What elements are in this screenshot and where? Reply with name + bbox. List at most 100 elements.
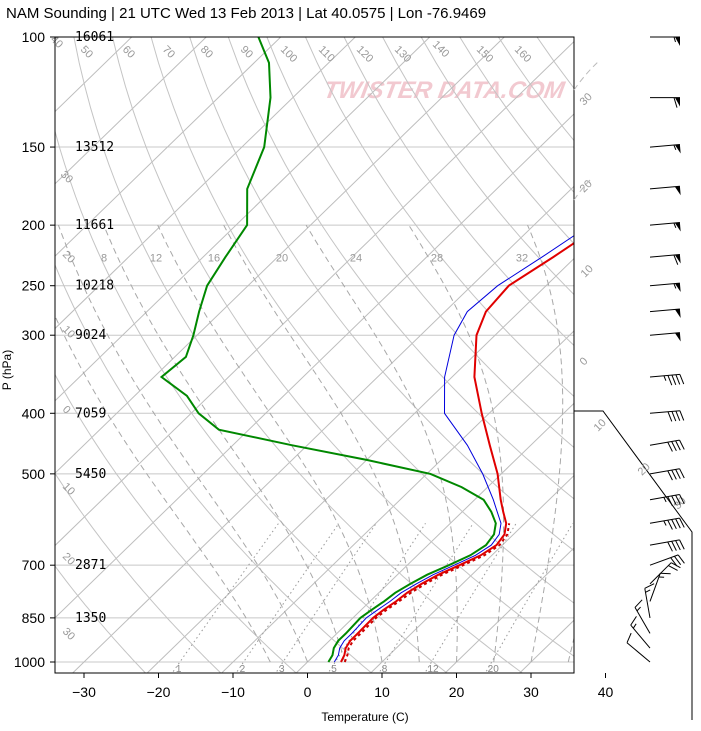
wind-barb-600 [649,517,685,530]
isotherm-label: 30 [60,626,77,643]
mixing-ratio-5 [327,523,426,673]
barb-staff [634,607,651,634]
isotherm--90 [55,37,282,257]
barb-flag [673,97,678,108]
moist-adiabat-8 [567,635,574,663]
dry-adiabat-450 [653,37,701,675]
x-tick-label: 20 [449,684,465,700]
x-axis-title: Temperature (C) [321,710,408,724]
hodograph-outline [573,37,693,720]
barb-pennant [675,37,680,46]
barb-flag [671,495,677,506]
barb-flag [667,519,673,530]
wind-barb-550 [649,494,685,507]
series-dewpoint [159,37,497,663]
x-tick-label: 10 [374,684,390,700]
x-axis: −30 −20 −10 0 10 20 30 40 [72,673,613,700]
isotherm-0 [295,402,574,673]
y-tick-label: 250 [22,278,46,294]
y-tick-label: 850 [22,610,46,626]
moist-adiabat-0 [55,314,271,663]
height-label: 7059 [75,406,106,421]
series-layer [159,37,574,663]
barb-flag [667,441,673,452]
barb-flag [671,541,677,551]
barb-staff [649,517,680,524]
barb-flag [675,540,681,551]
barb-pennant [674,308,681,318]
isotherm--10 [220,330,574,673]
theta-e-label: 20 [276,253,288,265]
mixing-ratio-label: 5 [331,664,337,675]
hodograph-ring-label-lower: 10 [592,417,609,434]
isotherm--110 [55,37,133,113]
isotherm--50 [55,40,574,547]
barb-flag [679,374,685,385]
barb-flag [679,410,685,421]
dry-adiabat-270 [55,373,297,673]
y-tick-label: 500 [22,466,46,482]
barb-staff [649,554,679,566]
wind-barb-125 [650,97,680,108]
wind-barb-800 [649,572,671,602]
barb-pennant [674,254,681,264]
barb-flag [671,519,677,530]
mixing-ratio-20 [484,523,574,673]
barb-half-flag [636,606,641,612]
wind-barb-175 [649,185,681,196]
theta-e-label: 8 [101,253,107,265]
isotherm--80 [55,37,356,330]
barb-flag [630,616,637,626]
wind-barb-400 [649,410,685,422]
dry-adiabat-320 [150,37,574,604]
wind-barb-200 [649,222,681,232]
wind-barb-650 [649,539,685,552]
isotherm-20 [444,547,574,673]
barb-pennant [674,283,681,293]
mixing-ratio-2 [235,523,340,673]
theta-e-label: 32 [516,253,528,265]
wind-barb-100 [650,36,680,46]
wind-barb-225 [649,254,681,265]
y-tick-label: 700 [22,557,46,573]
x-tick-label: 0 [304,684,312,700]
x-tick-label: −30 [72,684,96,700]
isotherm-label: 20 [60,249,77,266]
theta-e-label: 24 [350,253,362,265]
isotherm-label: 10 [60,481,77,498]
wind-barb-900 [634,599,651,634]
barb-flag [671,469,677,480]
barb-half-flag [673,222,677,229]
isotherm-label: 0 [60,404,73,417]
barb-flag [679,439,685,450]
dry-adiabat-280 [55,263,373,673]
twister-data-watermark: TWISTER DATA.COM [322,77,568,104]
isotherm--40 [55,113,574,619]
theta-e-label: 12 [150,253,162,265]
isotherm-label: 50 [78,44,95,61]
watermark-text: TWISTER DATA.COM [322,77,568,104]
barb-staff [626,642,651,663]
dry-adiabat-350 [266,37,574,449]
height-label: 2871 [75,558,106,573]
wind-barb-1000 [626,632,651,663]
barb-staff [649,539,680,546]
isotherm-30 [518,619,574,673]
mixing-ratio-1 [171,523,280,673]
wind-barb-275 [649,308,681,318]
dry-adiabat-420 [536,37,574,89]
y-axis-title: P (hPa) [0,350,14,390]
dry-adiabat-330 [189,37,574,552]
series-wet_bulb [333,235,574,663]
barb-staff [644,588,651,618]
moist-adiabat-4 [223,224,420,663]
isotherm-label: 30 [58,169,75,186]
moist-adiabat-7 [527,224,564,663]
hodograph-ring-arc [573,59,601,91]
barb-flag [671,374,677,385]
wind-barb-850 [644,583,655,618]
x-tick-label: −10 [221,684,245,700]
barb-flag [675,374,681,385]
barb-staff [649,494,680,501]
wind-barb-150 [649,144,681,154]
